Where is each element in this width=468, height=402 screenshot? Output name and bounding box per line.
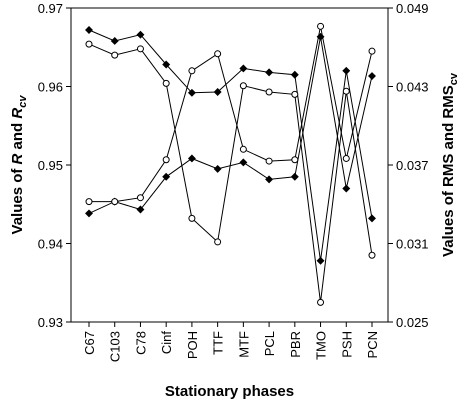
right-axis: 0.025 0.031 0.037 0.043 0.049 (388, 1, 429, 330)
series-4-point (342, 154, 350, 162)
series-3-point (239, 158, 248, 167)
left-tick-label: 0.96 (38, 80, 63, 95)
series-2-point (291, 90, 299, 98)
left-tick-label: 0.94 (38, 237, 63, 252)
series-4-point (265, 157, 273, 165)
x-tick-label: Cinf (159, 331, 174, 355)
left-tick-label: 0.97 (38, 1, 63, 16)
series-2-point (342, 87, 350, 95)
series-4-point (162, 156, 170, 164)
series-1-point (316, 256, 325, 265)
series-1-point (136, 30, 145, 39)
left-axis-title-var2: R (9, 108, 26, 119)
series-3-point (368, 72, 376, 80)
series-2-point (188, 214, 196, 222)
series-4-point (317, 22, 325, 30)
series-layer (85, 22, 376, 306)
right-tick-label: 0.049 (396, 1, 429, 16)
right-axis-title: Values of RMS and RMScv (440, 72, 460, 257)
series-2-point (368, 251, 376, 259)
series-3-point (290, 172, 299, 181)
x-tick-label: TMO (314, 331, 329, 360)
series-1-point (239, 64, 248, 73)
left-tick-label: 0.93 (38, 315, 63, 330)
series-3-point (265, 175, 274, 184)
x-axis: C67 C103 C78 Cinf POH TTF MTF PCL PBR TMO PSH PCN (82, 322, 380, 362)
series-3-point (187, 154, 196, 163)
series-4-point (239, 145, 247, 153)
x-tick-label: PCN (365, 331, 380, 358)
left-tick-label: 0.95 (38, 158, 63, 173)
plot-frame (70, 7, 389, 323)
series-4-point (136, 194, 144, 202)
series-2-point (239, 82, 247, 90)
series-3-point (162, 172, 171, 181)
x-tick-label: PBR (288, 331, 303, 358)
series-line-2 (88, 43, 373, 303)
series-1-point (110, 37, 119, 45)
series-1-point (290, 70, 299, 79)
series-1-point (85, 26, 93, 34)
series-4-point (291, 156, 299, 164)
left-axis-title-mid: and (9, 119, 26, 154)
series-2-point (317, 298, 325, 306)
series-4-point (214, 50, 222, 58)
series-4-point (368, 47, 376, 55)
series-1-point (213, 88, 222, 96)
left-axis-title: Values of R and Rcv (9, 95, 29, 235)
left-axis-title-prefix: Values of (9, 164, 26, 234)
series-1-point (162, 60, 171, 69)
series-line-1 (88, 29, 373, 261)
series-line-3 (88, 36, 373, 214)
x-tick-label: PCL (262, 331, 277, 356)
right-tick-label: 0.031 (396, 237, 429, 252)
series-3-point (213, 164, 222, 173)
series-2-point (265, 88, 273, 96)
series-2-point (162, 79, 170, 87)
series-1-point (368, 214, 376, 223)
x-tick-label: C78 (133, 331, 148, 355)
plot-border (70, 7, 389, 323)
series-3-point (136, 205, 145, 214)
x-tick-label: C67 (82, 331, 97, 355)
right-tick-label: 0.043 (396, 80, 429, 95)
series-3-point (85, 209, 93, 218)
x-axis-title: Stationary phases (165, 383, 294, 400)
series-2-point (111, 51, 119, 59)
x-tick-label: PSH (339, 331, 354, 358)
series-line-4 (89, 26, 373, 203)
series-4-point (85, 198, 93, 206)
left-axis: 0.93 0.94 0.95 0.96 0.97 (38, 1, 71, 330)
series-1-point (187, 88, 196, 97)
series-3-point (342, 184, 351, 193)
series-4-point (111, 198, 119, 206)
x-tick-label: POH (185, 331, 200, 359)
series-1-point (342, 66, 351, 75)
series-2-point (85, 40, 93, 48)
left-axis-title-var1: R (9, 153, 26, 164)
left-axis-title-sub: cv (17, 95, 29, 108)
right-tick-label: 0.037 (396, 158, 429, 173)
x-tick-label: MTF (236, 331, 251, 358)
series-2-point (214, 238, 222, 246)
x-tick-label: C103 (108, 331, 123, 362)
right-axis-title-prefix: Values of RMS and RMS (440, 85, 457, 257)
series-4-point (188, 67, 196, 75)
series-1-point (265, 68, 274, 77)
series-2-point (136, 45, 144, 53)
right-tick-label: 0.025 (396, 315, 429, 330)
x-tick-label: TTF (211, 331, 226, 355)
right-axis-title-sub: cv (448, 72, 460, 85)
